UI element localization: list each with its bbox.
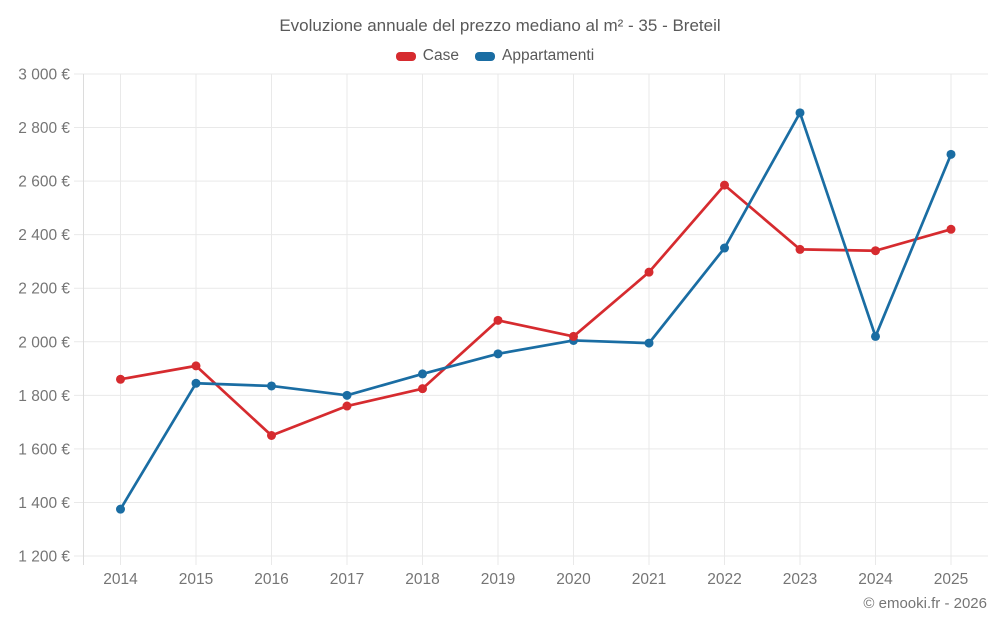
- x-axis-label: 2020: [556, 571, 591, 588]
- case-point-2017[interactable]: [342, 401, 352, 411]
- y-axis-label: 2 400 €: [18, 227, 70, 244]
- chart-title: Evoluzione annuale del prezzo mediano al…: [279, 16, 721, 35]
- case-point-2018[interactable]: [418, 384, 427, 394]
- x-axis-label: 2024: [858, 571, 893, 588]
- case-point-2025[interactable]: [946, 224, 956, 234]
- x-axis-label: 2022: [707, 571, 741, 588]
- y-axis-label: 1 200 €: [18, 549, 70, 566]
- legend-label-appartamenti: Appartamenti: [501, 47, 595, 64]
- y-axis-label: 2 200 €: [18, 281, 70, 298]
- appartamenti-point-2015[interactable]: [191, 378, 201, 388]
- y-axis-label: 1 400 €: [18, 495, 70, 512]
- case-point-2019[interactable]: [493, 315, 503, 325]
- appartamenti-point-2024[interactable]: [871, 331, 880, 341]
- legend-item-case[interactable]: Case: [395, 47, 459, 65]
- x-axis-label: 2017: [330, 571, 364, 588]
- appartamenti-point-2019[interactable]: [493, 349, 503, 359]
- appartamenti-point-2025[interactable]: [946, 149, 956, 159]
- case-point-2023[interactable]: [795, 244, 805, 254]
- case-point-2014[interactable]: [116, 374, 125, 384]
- case-point-2021[interactable]: [644, 267, 654, 277]
- appartamenti-point-2014[interactable]: [116, 504, 125, 514]
- appartamenti-point-2022[interactable]: [720, 243, 729, 253]
- appartamenti-line[interactable]: [119, 111, 953, 511]
- appartamenti-point-2016[interactable]: [267, 381, 276, 391]
- case-swatch-icon: [395, 51, 416, 61]
- x-axis-label: 2016: [254, 571, 288, 588]
- y-axis-label: 3 000 €: [18, 67, 70, 84]
- y-axis-label: 1 800 €: [18, 388, 70, 405]
- case-point-2022[interactable]: [720, 180, 729, 190]
- appartamenti-point-2021[interactable]: [644, 338, 654, 348]
- x-axis-label: 2021: [632, 571, 666, 588]
- x-axis-label: 2015: [179, 571, 213, 588]
- y-axis-label: 2 600 €: [18, 174, 70, 191]
- appartamenti-point-2017[interactable]: [342, 390, 352, 400]
- x-axis-label: 2019: [481, 571, 515, 588]
- y-axis-label: 2 800 €: [18, 120, 70, 137]
- x-axis-label: 2018: [405, 571, 439, 588]
- x-axis-label: 2014: [103, 571, 138, 588]
- case-point-2024[interactable]: [871, 246, 880, 256]
- legend: Case Appartamenti: [0, 47, 990, 65]
- appartamenti-swatch-icon: [474, 51, 495, 61]
- y-axis-label: 2 000 €: [18, 334, 70, 351]
- legend-item-appartamenti[interactable]: Appartamenti: [474, 47, 595, 65]
- case-point-2015[interactable]: [191, 361, 201, 371]
- y-axis-label: 1 600 €: [18, 441, 70, 458]
- case-point-2016[interactable]: [267, 431, 276, 440]
- copyright-text: © emooki.fr - 2026: [863, 595, 987, 612]
- case-point-2020[interactable]: [569, 331, 578, 341]
- case-line[interactable]: [119, 183, 953, 437]
- x-axis-label: 2023: [783, 571, 817, 588]
- appartamenti-point-2023[interactable]: [795, 108, 805, 118]
- legend-label-case: Case: [422, 47, 459, 64]
- x-axis-label: 2025: [934, 571, 968, 588]
- appartamenti-point-2018[interactable]: [418, 369, 427, 379]
